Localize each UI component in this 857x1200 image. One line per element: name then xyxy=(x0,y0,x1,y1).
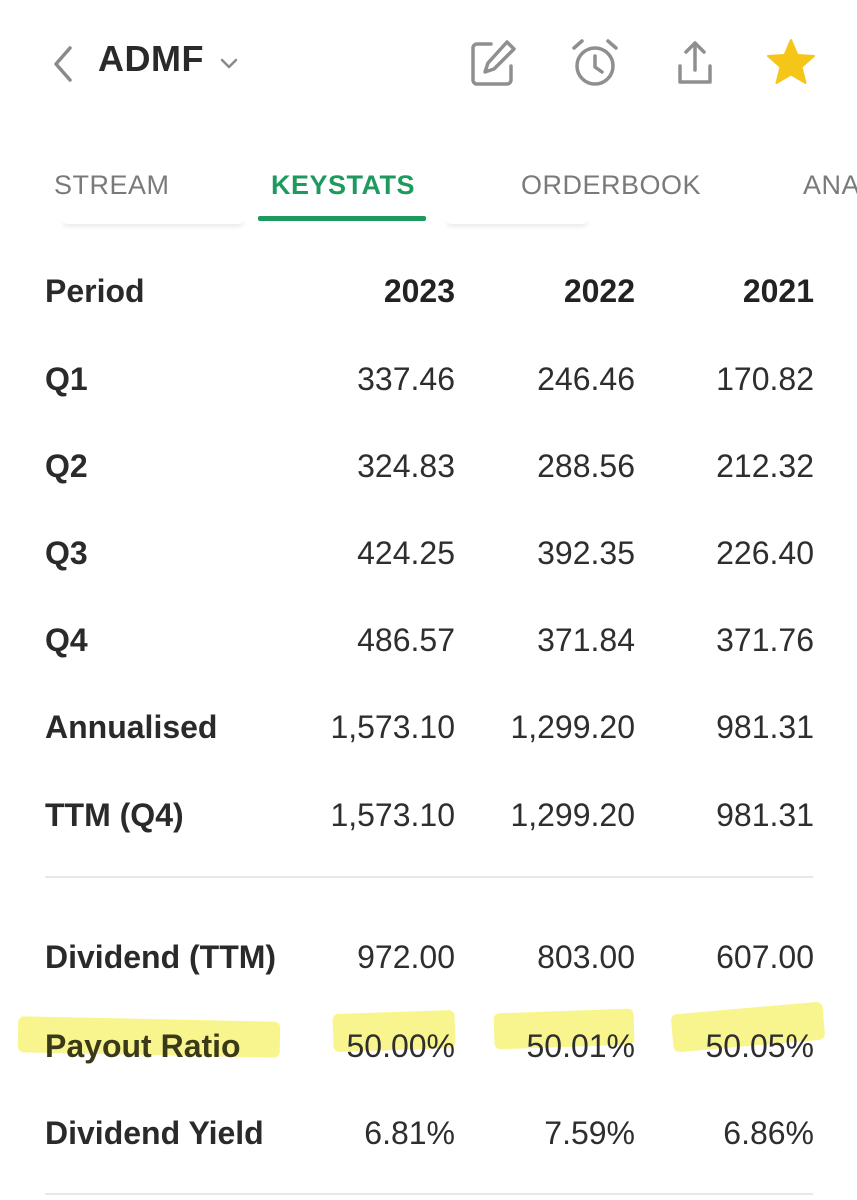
ticker-title[interactable]: ADMF xyxy=(98,38,204,79)
share-icon[interactable] xyxy=(668,36,722,90)
row-label: Payout Ratio xyxy=(45,1028,241,1064)
cell-2022: 246.46 xyxy=(537,361,635,397)
cell-2022: 392.35 xyxy=(537,535,635,571)
table-row: Dividend (TTM) 972.00 803.00 607.00 xyxy=(0,927,857,987)
cell-2023: 1,573.10 xyxy=(330,709,455,745)
cell-2022: 7.59% xyxy=(544,1115,635,1151)
row-label: Dividend Yield xyxy=(45,1115,264,1151)
table-row: Dividend Yield 6.81% 7.59% 6.86% xyxy=(0,1103,857,1163)
cell-2022: 803.00 xyxy=(537,939,635,975)
cell-2021: 6.86% xyxy=(723,1115,814,1151)
year-2023-header: 2023 xyxy=(383,273,455,309)
cell-2023: 424.25 xyxy=(357,535,455,571)
table-row: Q3 424.25 392.35 226.40 xyxy=(0,523,857,583)
tab-edge-shadow xyxy=(446,218,588,224)
cell-2022: 1,299.20 xyxy=(510,709,635,745)
row-label: Dividend (TTM) xyxy=(45,939,277,975)
row-label: TTM (Q4) xyxy=(45,797,184,833)
year-2022-header: 2022 xyxy=(563,273,635,309)
cell-2023: 337.46 xyxy=(357,361,455,397)
tab-stream[interactable]: STREAM xyxy=(54,170,170,200)
top-bar: ADMF xyxy=(0,0,857,130)
cell-2022: 50.01% xyxy=(526,1028,635,1064)
table-row-highlighted: Payout Ratio 50.00% 50.01% 50.05% xyxy=(0,1016,857,1076)
dropdown-chevron-icon[interactable] xyxy=(218,52,240,74)
table-row: Q1 337.46 246.46 170.82 xyxy=(0,349,857,409)
section-divider xyxy=(45,1193,813,1195)
table-header-row: Period 2023 2022 2021 xyxy=(0,261,857,321)
tab-orderbook[interactable]: ORDERBOOK xyxy=(521,170,702,200)
cell-2023: 324.83 xyxy=(357,448,455,484)
cell-2021: 981.31 xyxy=(716,797,814,833)
cell-2022: 371.84 xyxy=(537,622,635,658)
alarm-clock-icon[interactable] xyxy=(568,36,622,90)
tab-analysis[interactable]: ANA xyxy=(803,170,857,200)
cell-2021: 371.76 xyxy=(716,622,814,658)
tab-edge-shadow xyxy=(62,218,244,224)
tab-bar: STREAM KEYSTATS ORDERBOOK ANA xyxy=(0,150,857,230)
table-row: Annualised 1,573.10 1,299.20 981.31 xyxy=(0,697,857,757)
cell-2021: 226.40 xyxy=(716,535,814,571)
cell-2023: 1,573.10 xyxy=(330,797,455,833)
cell-2023: 486.57 xyxy=(357,622,455,658)
row-label: Annualised xyxy=(45,709,218,745)
year-2021-header: 2021 xyxy=(742,273,814,309)
row-label: Q3 xyxy=(45,535,88,571)
star-icon[interactable] xyxy=(764,36,818,90)
period-header: Period xyxy=(45,273,145,309)
cell-2023: 6.81% xyxy=(364,1115,455,1151)
edit-icon[interactable] xyxy=(467,36,521,90)
row-label: Q1 xyxy=(45,361,88,397)
table-row: TTM (Q4) 1,573.10 1,299.20 981.31 xyxy=(0,785,857,845)
cell-2022: 288.56 xyxy=(537,448,635,484)
cell-2022: 1,299.20 xyxy=(510,797,635,833)
cell-2021: 212.32 xyxy=(716,448,814,484)
row-label: Q4 xyxy=(45,622,88,658)
cell-2021: 50.05% xyxy=(705,1028,814,1064)
table-row: Q4 486.57 371.84 371.76 xyxy=(0,610,857,670)
cell-2021: 981.31 xyxy=(716,709,814,745)
tab-keystats[interactable]: KEYSTATS xyxy=(271,170,416,200)
cell-2021: 170.82 xyxy=(716,361,814,397)
active-tab-indicator xyxy=(258,216,426,221)
cell-2023: 972.00 xyxy=(357,939,455,975)
section-divider xyxy=(45,876,813,878)
row-label: Q2 xyxy=(45,448,88,484)
cell-2023: 50.00% xyxy=(346,1028,455,1064)
table-row: Q2 324.83 288.56 212.32 xyxy=(0,436,857,496)
cell-2021: 607.00 xyxy=(716,939,814,975)
back-chevron-icon[interactable] xyxy=(48,44,78,84)
